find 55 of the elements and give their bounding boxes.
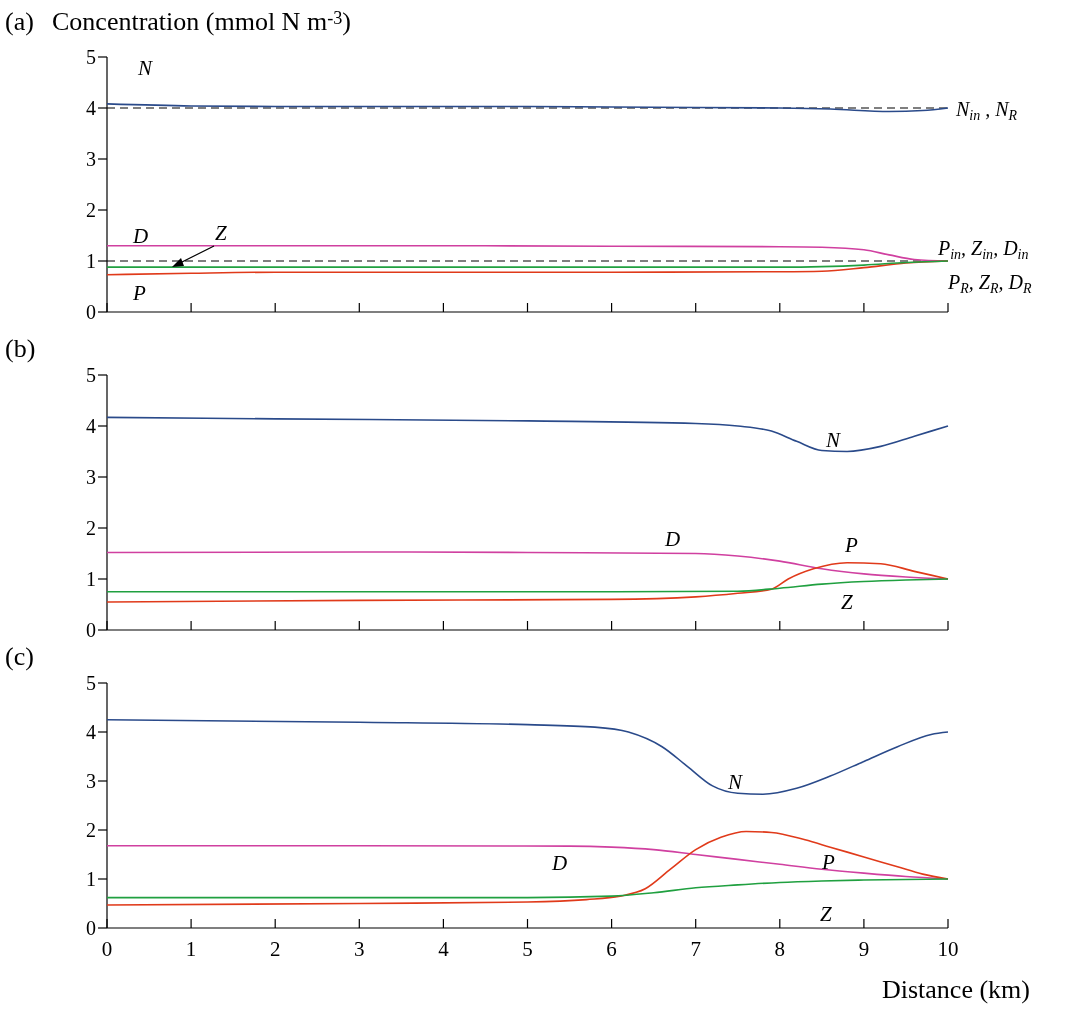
annotation: P$_{R}$, Z$_{R}$, D$_{R}$ <box>947 271 1032 296</box>
series-label: P <box>132 281 146 305</box>
ref-line-label: N$_{in}$ , N$_{R}$ <box>955 98 1018 123</box>
y-tick-label: 0 <box>86 917 96 939</box>
x-tick-label: 7 <box>690 937 701 961</box>
y-tick-label: 1 <box>86 868 96 890</box>
y-tick-label: 2 <box>86 819 96 841</box>
series-label: Z <box>820 902 832 926</box>
x-tick-label: 9 <box>858 937 870 961</box>
line-series <box>106 103 949 113</box>
series-label: P <box>821 850 835 874</box>
x-tick-label: 0 <box>101 937 113 961</box>
series-label: D <box>664 527 681 551</box>
y-tick-label: 2 <box>86 517 96 539</box>
y-tick-label: 1 <box>86 250 96 272</box>
x-tick-label: 1 <box>185 937 197 961</box>
y-tick-label: 5 <box>86 672 96 694</box>
line-series <box>106 416 949 453</box>
series-label: P <box>844 533 858 557</box>
x-tick-label: 10 <box>937 937 959 961</box>
series-label: D <box>132 224 149 248</box>
line-series <box>106 718 949 796</box>
ref-line-label: P$_{in}$, Z$_{in}$, D$_{in}$ <box>937 237 1029 262</box>
x-tick-label: 2 <box>269 937 281 961</box>
chart-title: (c) <box>5 642 34 671</box>
y-axis-title: Concentration (mmol N m$^{-3}$) <box>52 7 351 36</box>
series-label: D <box>551 851 568 875</box>
x-tick-label: 5 <box>522 937 533 961</box>
y-tick-label: 2 <box>86 199 96 221</box>
y-tick-label: 3 <box>86 466 96 488</box>
x-tick-label: 4 <box>438 937 450 961</box>
y-tick-label: 4 <box>86 97 96 119</box>
chart-title: (b) <box>5 334 36 363</box>
series-label: Z <box>215 221 227 245</box>
y-tick-label: 3 <box>86 770 96 792</box>
y-tick-label: 0 <box>86 301 96 323</box>
series-label: N <box>825 428 841 452</box>
y-tick-label: 0 <box>86 619 96 641</box>
y-tick-label: 1 <box>86 568 96 590</box>
y-tick-label: 4 <box>86 415 96 437</box>
series-label: N <box>727 770 743 794</box>
x-axis-title: Distance (km) <box>881 975 1030 1004</box>
line-series <box>106 260 949 268</box>
x-tick-label: 3 <box>354 937 365 961</box>
x-tick-label: 6 <box>606 937 617 961</box>
y-tick-label: 5 <box>86 364 96 386</box>
chart-title: (a) <box>5 7 34 36</box>
y-tick-label: 5 <box>86 46 96 68</box>
y-tick-label: 4 <box>86 721 96 743</box>
x-tick-label: 8 <box>774 937 786 961</box>
line-series <box>106 578 949 593</box>
series-label: Z <box>841 590 853 614</box>
line-series <box>106 878 949 899</box>
y-tick-label: 3 <box>86 148 96 170</box>
series-label: N <box>137 56 153 80</box>
